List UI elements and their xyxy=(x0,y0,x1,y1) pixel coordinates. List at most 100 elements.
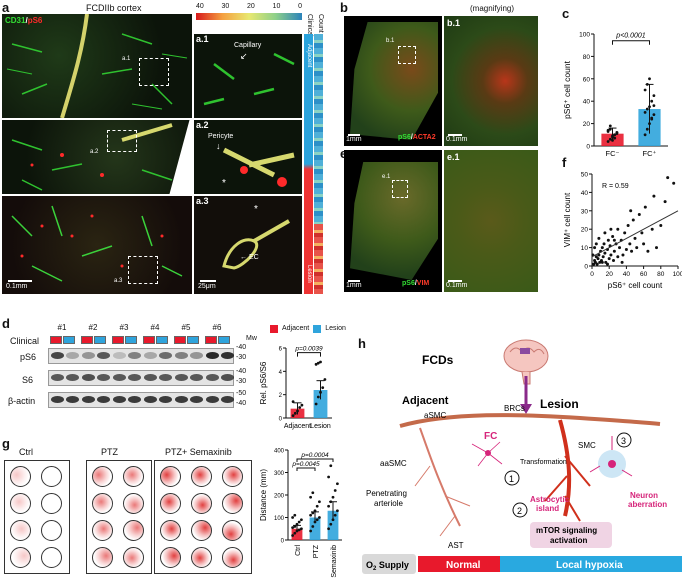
well-trace xyxy=(123,520,144,541)
blot-band xyxy=(97,374,110,381)
data-point xyxy=(616,227,620,231)
y-tick-label: 40 xyxy=(581,190,589,197)
blot-band xyxy=(66,352,79,359)
y-axis-label: VIM⁺ cell count xyxy=(563,192,572,247)
data-point xyxy=(327,527,330,531)
tag-ec: ← EC xyxy=(240,254,259,261)
neuron-processes xyxy=(589,436,633,477)
well-trace xyxy=(222,520,243,541)
data-point xyxy=(333,513,337,517)
panel-a-stain: CD31/pS6 xyxy=(5,16,42,25)
y-tick-label: 60 xyxy=(583,76,591,83)
data-point xyxy=(624,247,628,251)
label-arteriole: arteriole xyxy=(374,499,403,508)
clinical-swatch xyxy=(94,336,106,344)
stain-ps6: pS6 xyxy=(27,16,43,25)
data-point xyxy=(652,104,656,108)
data-point xyxy=(293,411,297,415)
well-trace xyxy=(10,547,31,568)
blot-band xyxy=(50,352,64,359)
tracking-plates: Ctrl PTZ PTZ+ Semaxinib xyxy=(4,447,252,576)
data-point xyxy=(319,390,322,394)
data-point xyxy=(595,262,599,266)
tag-asterisk-a3: * xyxy=(254,204,258,215)
significance-bracket xyxy=(296,467,316,471)
label-astrocytic: Astrocytic xyxy=(530,495,570,504)
label-asmc: aSMC xyxy=(424,411,446,420)
clinical-swatch xyxy=(81,336,93,344)
label-normal: Normal xyxy=(446,560,481,571)
well-trace xyxy=(123,547,144,568)
clinical-swatch xyxy=(112,336,124,344)
data-point xyxy=(628,242,632,246)
significance-bracket xyxy=(296,458,334,462)
blot-band xyxy=(221,374,234,381)
data-point xyxy=(650,227,654,231)
label-transformation: Transformation xyxy=(520,459,567,466)
scale-text-b1: 0.1mm xyxy=(446,136,468,143)
blot-clinical-row xyxy=(48,334,234,346)
mw-marker: -40 xyxy=(236,368,247,375)
y-tick-label: 10 xyxy=(581,245,589,252)
well-trace xyxy=(10,493,31,514)
brain-icon xyxy=(503,339,549,385)
blot-band xyxy=(159,352,172,359)
panel-label-b: b xyxy=(340,0,348,15)
blot-strip xyxy=(48,348,234,364)
blot-band xyxy=(143,396,157,403)
blot-band xyxy=(190,396,203,403)
mw-marker: -30 xyxy=(236,378,247,385)
well-trace xyxy=(123,493,144,514)
zoom-label-a2: a.2 xyxy=(196,120,209,130)
data-point xyxy=(309,495,312,499)
data-point xyxy=(311,525,315,528)
well-trace xyxy=(160,493,181,514)
label-penetrating: Penetrating xyxy=(366,489,407,498)
count-strip xyxy=(314,34,323,294)
scale-bar-b1 xyxy=(448,134,462,136)
step-circle-2 xyxy=(512,502,528,518)
x-tick-label: Ctrl xyxy=(295,545,302,556)
data-point xyxy=(607,257,611,261)
data-point xyxy=(609,227,613,231)
label-adjacent: Adjacent xyxy=(402,395,449,407)
blot-strip xyxy=(48,392,234,408)
data-point xyxy=(293,525,297,528)
data-point xyxy=(318,516,321,519)
data-point xyxy=(597,236,601,240)
x-tick-label: Adjacent xyxy=(284,423,311,430)
scale-text-b: 1mm xyxy=(346,136,362,143)
clinical-swatch xyxy=(143,336,155,344)
data-point xyxy=(645,83,649,86)
data-point xyxy=(609,253,613,257)
stain-ps6: pS6 xyxy=(398,134,411,141)
stain-slash: / xyxy=(25,16,28,25)
roi-label-a1: a.1 xyxy=(122,56,131,62)
blot-band xyxy=(174,396,188,403)
vessel-overlay xyxy=(6,14,188,118)
y-axis-label: pS6⁺ cell count xyxy=(562,60,572,119)
data-point xyxy=(630,249,634,253)
data-point xyxy=(600,260,604,264)
blot-band xyxy=(190,374,203,381)
legend-d: Adjacent Lesion xyxy=(270,325,346,333)
r-value: R = 0.59 xyxy=(602,183,629,190)
blot-strip xyxy=(48,370,234,386)
stain-e: pS6/VIM xyxy=(402,280,429,287)
sample-label: #6 xyxy=(212,323,222,332)
data-point xyxy=(640,231,644,235)
scale-text-e: 1mm xyxy=(346,282,362,289)
label-brcs: BRCs xyxy=(504,404,525,413)
label-activation: activation xyxy=(550,536,587,545)
vessel-overlay xyxy=(222,219,290,270)
y-tick-label: 400 xyxy=(274,449,285,455)
vessel-overlay xyxy=(11,123,173,191)
bar xyxy=(291,528,303,540)
sample-label: #1 xyxy=(57,323,67,332)
y-axis-label: Rel. pS6/S6 xyxy=(259,361,268,404)
data-point xyxy=(315,518,319,522)
data-point xyxy=(291,414,295,418)
data-point xyxy=(645,127,649,131)
mw-label: Mw xyxy=(246,335,257,342)
data-point xyxy=(611,235,615,239)
